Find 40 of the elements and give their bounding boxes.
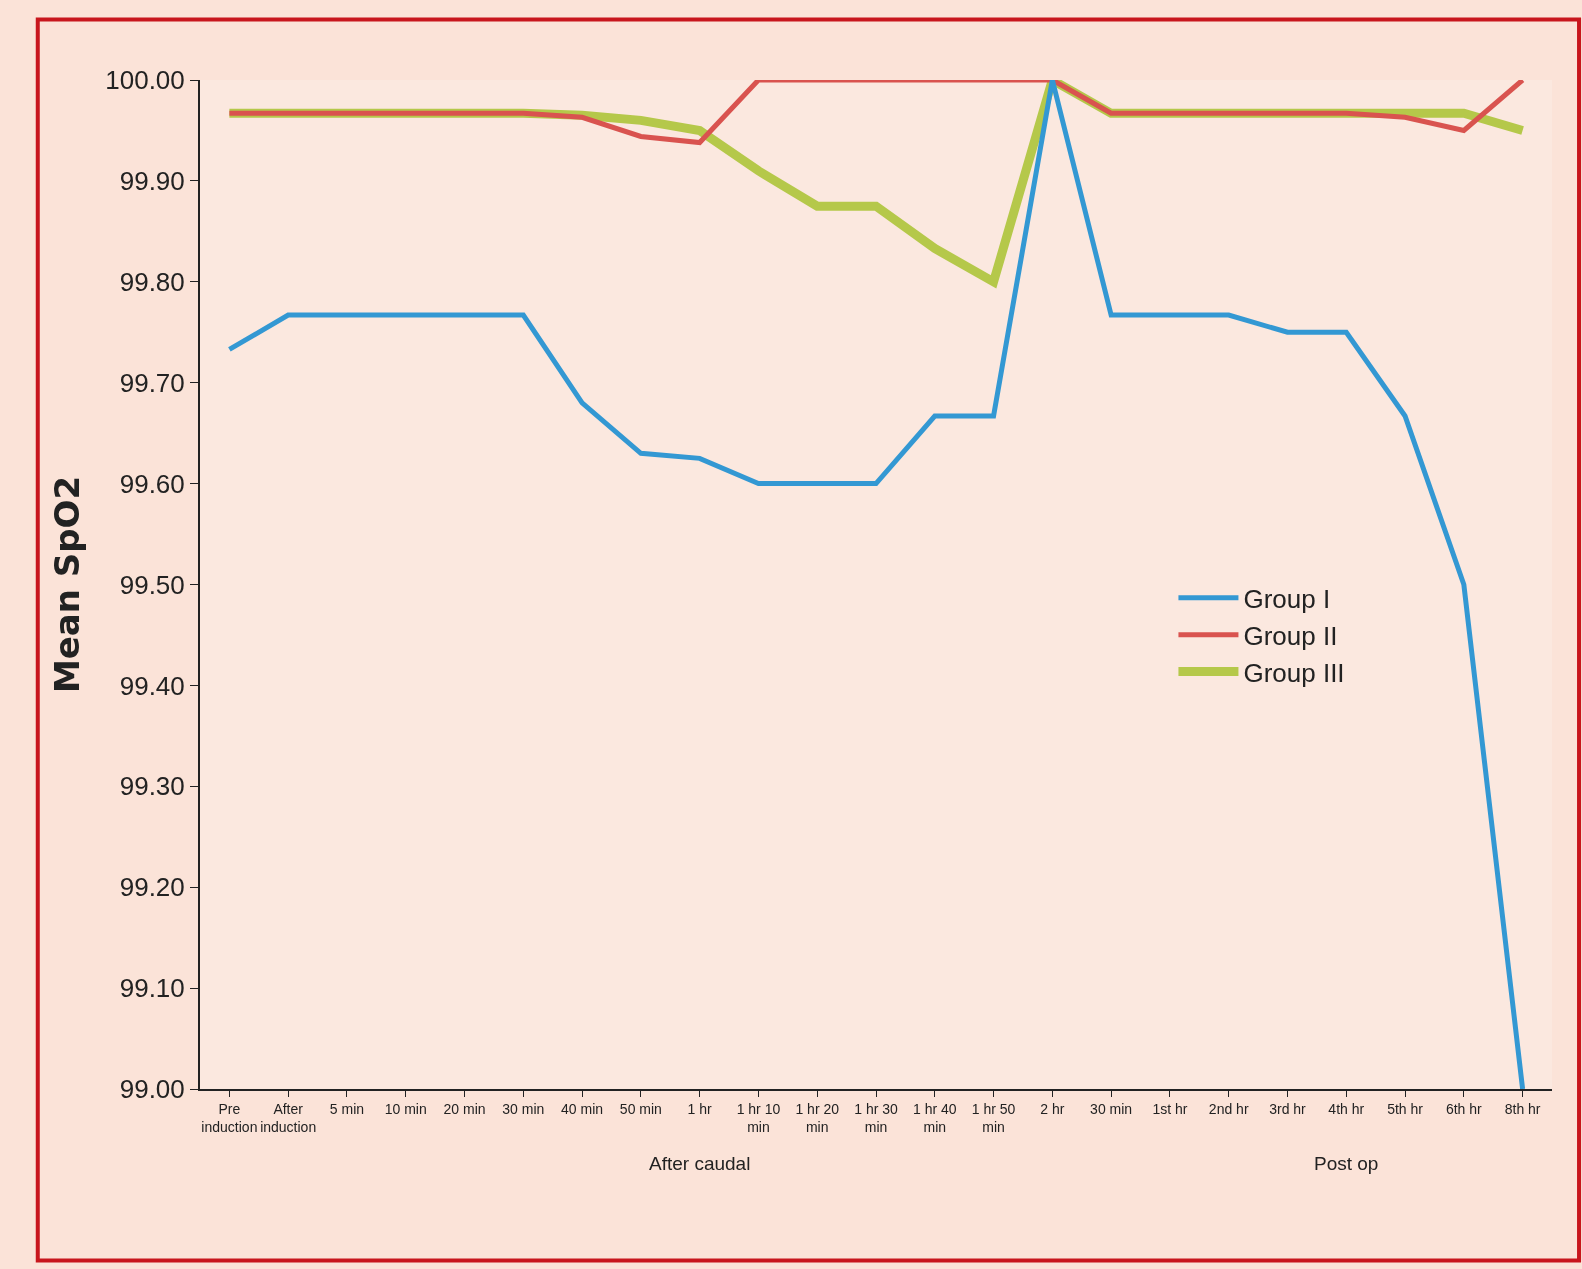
y-tick-label: 99.20 <box>119 872 185 903</box>
legend-label: Group II <box>1243 620 1338 651</box>
x-tick-label: 10 min <box>384 1100 427 1117</box>
x-tick-label: 1 hr 50 min <box>971 1100 1016 1135</box>
x-tick-label: 30 min <box>502 1100 545 1117</box>
y-tick-label: 99.00 <box>119 1074 185 1105</box>
x-tick-label: 1 hr <box>687 1100 713 1117</box>
x-tick-label: 2 hr <box>1040 1100 1065 1117</box>
text: Post op <box>1314 1153 1379 1174</box>
x-tick-label: 3rd hr <box>1269 1100 1307 1117</box>
x-tick-label: 8th hr <box>1504 1100 1541 1117</box>
x-tick-label: 1 hr 20 min <box>795 1100 840 1135</box>
y-tick-label: 100.00 <box>105 65 185 96</box>
x-tick-label: 5th hr <box>1387 1100 1424 1117</box>
y-tick-label: 99.40 <box>119 670 185 701</box>
x-tick-label: 1st hr <box>1152 1100 1188 1117</box>
x-tick-label: 40 min <box>561 1100 604 1117</box>
x-tick-label: Pre induction <box>201 1100 258 1135</box>
y-tick-label: 99.70 <box>119 367 185 398</box>
text: After caudal <box>649 1153 751 1174</box>
x-tick-label: 1 hr 40 min <box>912 1100 957 1135</box>
y-axis-title: Mean SpO2 <box>47 475 88 694</box>
x-tick-label: 5 min <box>329 1100 365 1117</box>
legend-label: Group I <box>1243 583 1331 614</box>
x-tick-label: 20 min <box>443 1100 486 1117</box>
x-tick-label: 6th hr <box>1445 1100 1483 1117</box>
x-tick-label: After induction <box>260 1100 317 1135</box>
y-tick-label: 99.90 <box>119 166 185 196</box>
x-tick-label: 1 hr 10 min <box>736 1100 781 1135</box>
x-tick-label: 30 min <box>1090 1100 1133 1117</box>
y-tick-label: 99.60 <box>119 468 185 499</box>
x-tick-label: 4th hr <box>1328 1100 1365 1117</box>
x-tick-label: 50 min <box>619 1100 662 1117</box>
x-tick-label: 2nd hr <box>1208 1100 1249 1117</box>
y-tick-label: 99.30 <box>119 771 185 802</box>
x-tick-label: 1 hr 30 min <box>854 1100 898 1135</box>
y-tick-label: 99.80 <box>119 266 185 297</box>
legend-label: Group III <box>1243 657 1345 688</box>
y-tick-label: 99.50 <box>119 569 185 600</box>
y-tick-label: 99.10 <box>119 973 185 1004</box>
